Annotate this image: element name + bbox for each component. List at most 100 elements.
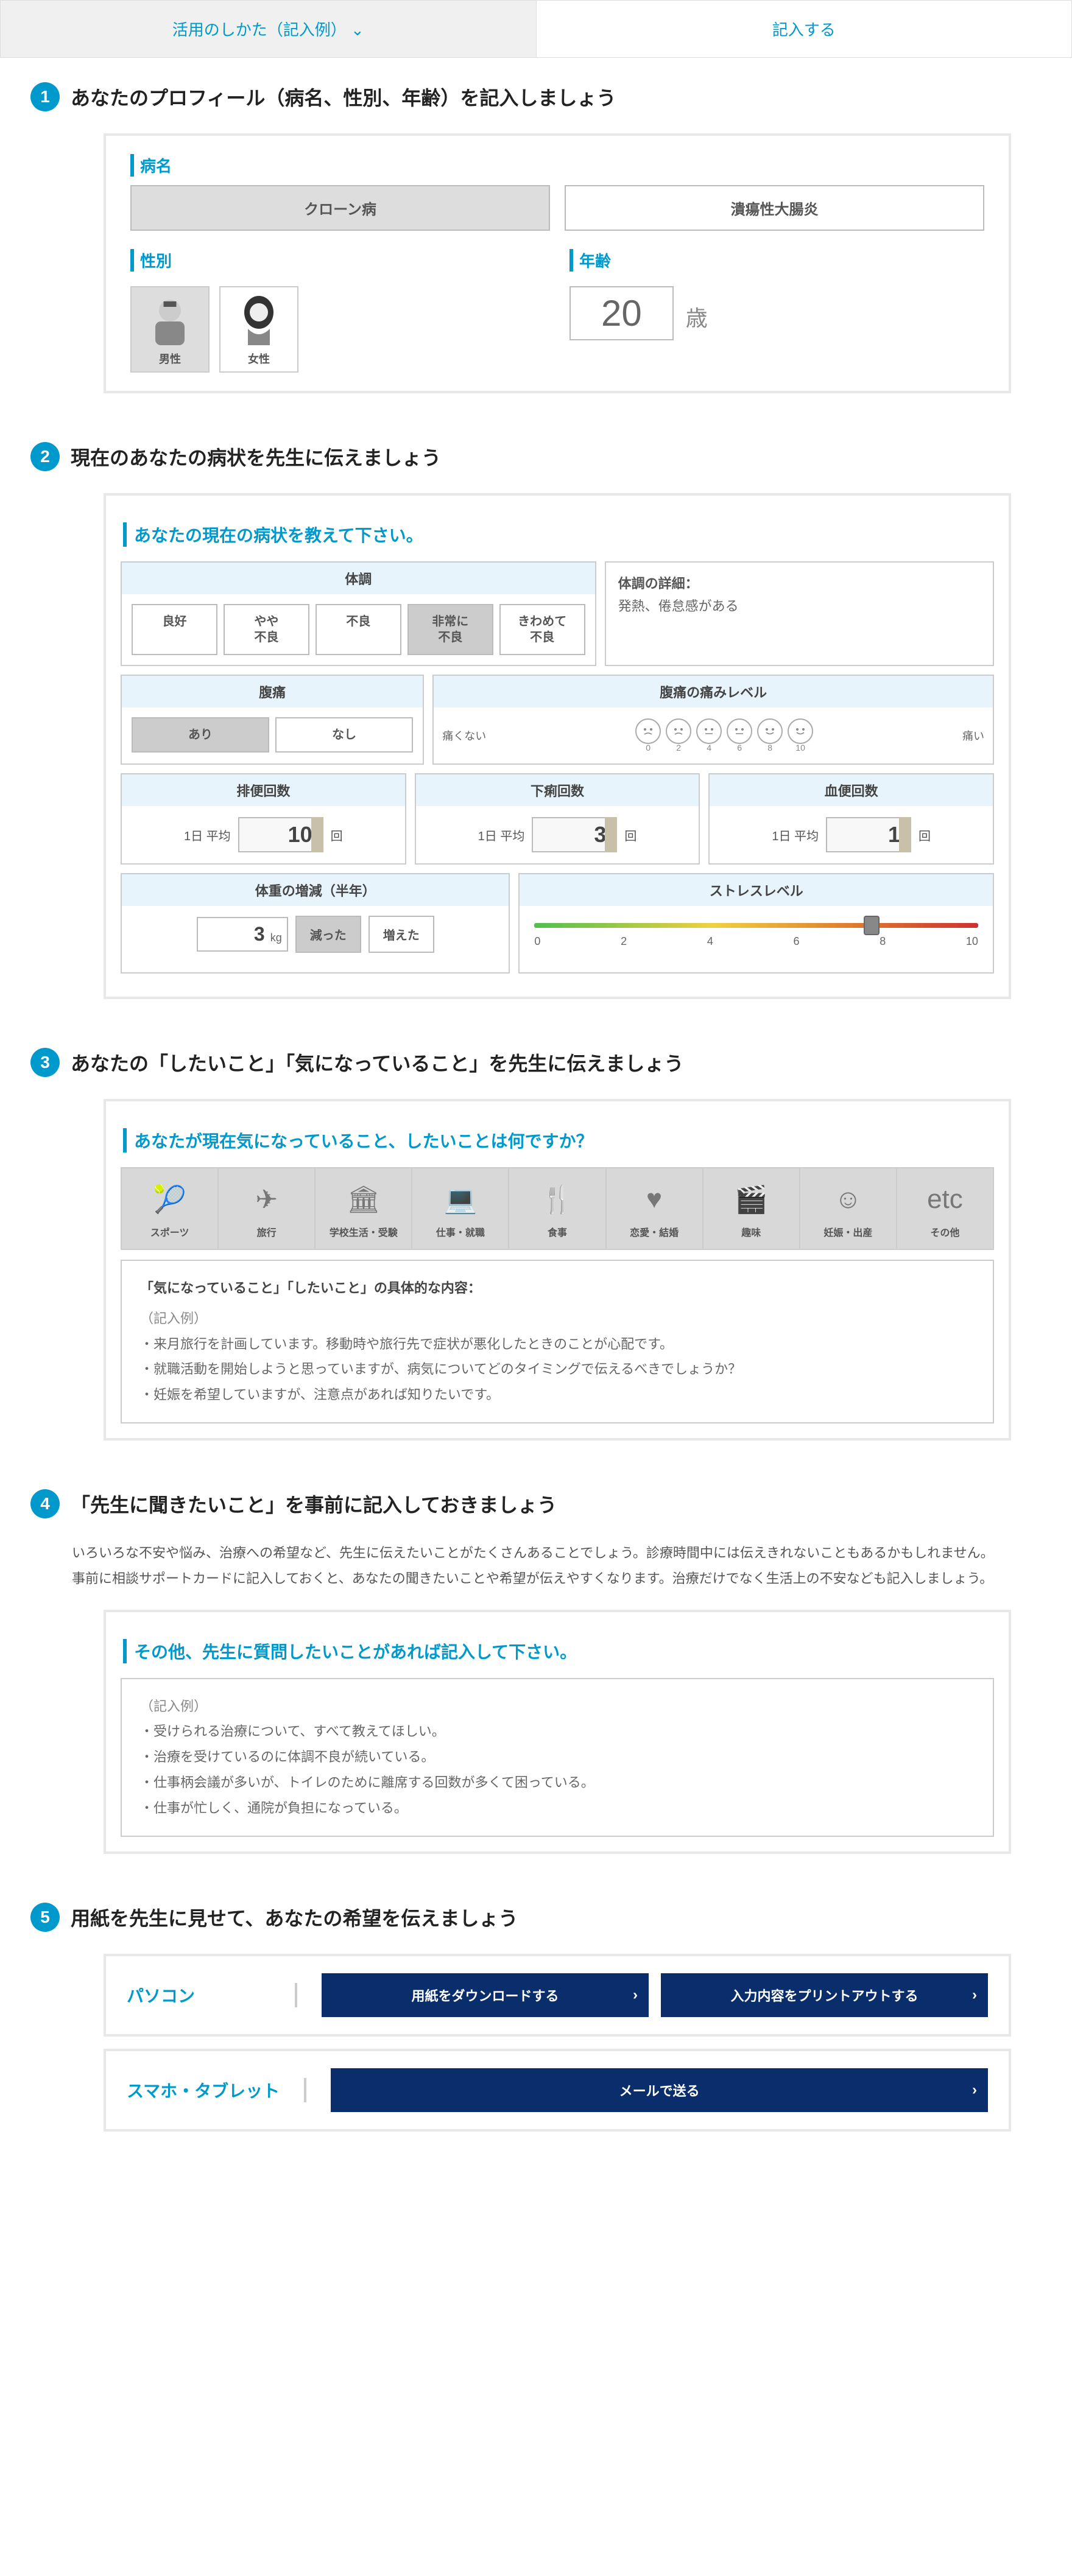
stress-tick: 8	[880, 935, 886, 948]
pain-label: 腹痛	[122, 676, 423, 707]
action-button-0-1[interactable]: 入力内容をプリントアウトする	[661, 1973, 988, 2017]
concern-icon-label: 妊娠・出産	[803, 1224, 894, 1239]
weight-increased[interactable]: 増えた	[368, 916, 434, 953]
pain-option-1[interactable]: なし	[275, 717, 413, 753]
concern-icon-6[interactable]: 🎬 趣味	[704, 1168, 800, 1249]
concern-icon-label: 学校生活・受験	[318, 1224, 409, 1239]
section-concerns: 3 あなたの「したいこと」「気になっていること」を先生に伝えましょう あなたが現…	[30, 1048, 1042, 1441]
concern-example-line: ・就職活動を開始しようと思っていますが、病気についてどのタイミングで伝えるべきで…	[140, 1356, 975, 1382]
pain-face-10[interactable]: 10	[788, 718, 813, 744]
pain-face-4[interactable]: 4	[696, 718, 722, 744]
condition-option-0[interactable]: 良好	[132, 604, 217, 655]
condition-label: 体調	[122, 563, 595, 594]
tab-input[interactable]: 記入する	[537, 1, 1072, 57]
section-output: 5 用紙を先生に見せて、あなたの希望を伝えましょう パソコン 用紙をダウンロードす…	[30, 1903, 1042, 2132]
concern-icon-2[interactable]: 🏛 学校生活・受験	[316, 1168, 412, 1249]
questions-panel-title: その他、先生に質問したいことがあれば記入して下さい。	[123, 1639, 994, 1663]
concern-icon-1[interactable]: ✈ 旅行	[219, 1168, 316, 1249]
concern-example-line: ・来月旅行を計画しています。移動時や旅行先で症状が悪化したときのことが心配です。	[140, 1332, 975, 1357]
concern-icon-8[interactable]: etcその他	[897, 1168, 993, 1249]
count-value-0[interactable]: 10	[238, 817, 323, 852]
section-5-title: 用紙を先生に見せて、あなたの希望を伝えましょう	[71, 1903, 518, 1931]
stress-tick: 10	[966, 935, 978, 948]
tab-usage[interactable]: 活用のしかた（記入例） ⌄	[1, 1, 537, 57]
stress-tick: 2	[621, 935, 627, 948]
condition-option-4[interactable]: きわめて 不良	[499, 604, 585, 655]
section-4-body: いろいろな不安や悩み、治療への希望など、先生に伝えたいことがたくさんあることでし…	[72, 1540, 1011, 1592]
section-3-title: あなたの「したいこと」「気になっていること」を先生に伝えましょう	[71, 1048, 683, 1076]
count-pre-0: 1日 平均	[184, 826, 231, 844]
concern-icon-label: 旅行	[221, 1224, 312, 1239]
disease-label: 病名	[130, 154, 172, 177]
concern-icon-label: 恋愛・結婚	[609, 1224, 700, 1239]
count-value-2[interactable]: 1	[826, 817, 911, 852]
condition-option-2[interactable]: 不良	[316, 604, 401, 655]
count-pre-2: 1日 平均	[772, 826, 819, 844]
count-label-1: 下痢回数	[416, 774, 699, 806]
count-suf-1: 回	[624, 826, 636, 844]
concerns-panel-title: あなたが現在気になっていること、したいことは何ですか？	[123, 1128, 994, 1153]
question-example-line: ・仕事柄会議が多いが、トイレのために離席する回数が多くて困っている。	[140, 1770, 975, 1795]
concern-icon-3[interactable]: 💻仕事・就職	[412, 1168, 509, 1249]
stress-slider-thumb[interactable]	[864, 916, 880, 935]
concern-icon-glyph: 💻	[415, 1178, 506, 1221]
pain-face-8[interactable]: 8	[757, 718, 783, 744]
concern-icon-5[interactable]: ♥恋愛・結婚	[607, 1168, 704, 1249]
action-row-label-0: パソコン	[127, 1983, 297, 2007]
gender-male-label: 男性	[136, 351, 203, 367]
concern-icon-7[interactable]: ☺妊娠・出産	[800, 1168, 897, 1249]
questions-textbox: （記入例） ・受けられる治療について、すべて教えてほしい。・治療を受けているのに…	[121, 1678, 994, 1837]
chevron-down-icon: ⌄	[351, 21, 364, 39]
count-value-1[interactable]: 3	[532, 817, 617, 852]
section-questions: 4 「先生に聞きたいこと」を事前に記入しておきましょう いろいろな不安や悩み、治…	[30, 1489, 1042, 1854]
disease-option-uc[interactable]: 潰瘍性大腸炎	[565, 185, 984, 231]
step-badge-2: 2	[30, 442, 60, 471]
pain-face-6[interactable]: 6	[727, 718, 752, 744]
stress-label: ストレスレベル	[520, 874, 993, 906]
count-pre-1: 1日 平均	[478, 826, 525, 844]
concern-icon-glyph: 🍴	[512, 1178, 602, 1221]
male-avatar-icon	[143, 292, 197, 347]
count-label-2: 血便回数	[710, 774, 993, 806]
stress-slider[interactable]	[534, 923, 978, 928]
concern-icon-label: その他	[900, 1224, 990, 1239]
concern-example-line: ・妊娠を希望していますが、注意点があれば知りたいです。	[140, 1382, 975, 1408]
concern-icon-label: スポーツ	[124, 1224, 215, 1239]
pain-face-0[interactable]: 0	[635, 718, 661, 744]
concern-icon-0[interactable]: 🎾スポーツ	[122, 1168, 219, 1249]
concern-icon-4[interactable]: 🍴 食事	[509, 1168, 606, 1249]
action-button-0-0[interactable]: 用紙をダウンロードする	[322, 1973, 649, 2017]
weight-value[interactable]: 3	[197, 917, 288, 952]
disease-option-crohn[interactable]: クローン病	[130, 185, 550, 231]
tab-usage-label: 活用のしかた（記入例）	[172, 21, 347, 39]
concern-icon-label: 食事	[512, 1224, 602, 1239]
concern-icon-glyph: 🏛	[318, 1178, 409, 1221]
gender-label: 性別	[130, 249, 172, 272]
concern-icon-glyph: 🎬	[706, 1178, 797, 1221]
concern-icon-glyph: ✈	[221, 1178, 312, 1221]
count-label-0: 排便回数	[122, 774, 405, 806]
step-badge-5: 5	[30, 1903, 60, 1932]
section-profile: 1 あなたのプロフィール（病名、性別、年齢）を記入しましょう 病名 クローン病 …	[30, 82, 1042, 393]
condition-detail-label: 体調の詳細：	[618, 572, 981, 595]
section-2-title: 現在のあなたの病状を先生に伝えましょう	[71, 443, 441, 471]
condition-option-1[interactable]: やや 不良	[224, 604, 309, 655]
action-button-1-0[interactable]: メールで送る	[331, 2068, 988, 2112]
concern-icon-label: 趣味	[706, 1224, 797, 1239]
weight-decreased[interactable]: 減った	[295, 916, 361, 953]
step-badge-1: 1	[30, 82, 60, 111]
pain-face-2[interactable]: 2	[666, 718, 691, 744]
gender-female[interactable]: 女性	[219, 286, 298, 373]
age-unit: 歳	[686, 301, 708, 332]
questions-example-label: （記入例）	[140, 1694, 975, 1719]
section-4-title: 「先生に聞きたいこと」を事前に記入しておきましょう	[71, 1490, 557, 1518]
section-condition: 2 現在のあなたの病状を先生に伝えましょう あなたの現在の病状を教えて下さい。 …	[30, 442, 1042, 999]
concerns-textbox: 「気になっていること」「したいこと」の具体的な内容： （記入例） ・来月旅行を計…	[121, 1260, 994, 1423]
gender-male[interactable]: 男性	[130, 286, 210, 373]
age-value[interactable]: 20	[570, 286, 674, 340]
condition-option-3[interactable]: 非常に 不良	[407, 604, 493, 655]
pain-option-0[interactable]: あり	[132, 717, 269, 753]
gender-female-label: 女性	[225, 351, 292, 367]
question-example-line: ・受けられる治療について、すべて教えてほしい。	[140, 1719, 975, 1744]
condition-panel-title: あなたの現在の病状を教えて下さい。	[123, 522, 994, 547]
